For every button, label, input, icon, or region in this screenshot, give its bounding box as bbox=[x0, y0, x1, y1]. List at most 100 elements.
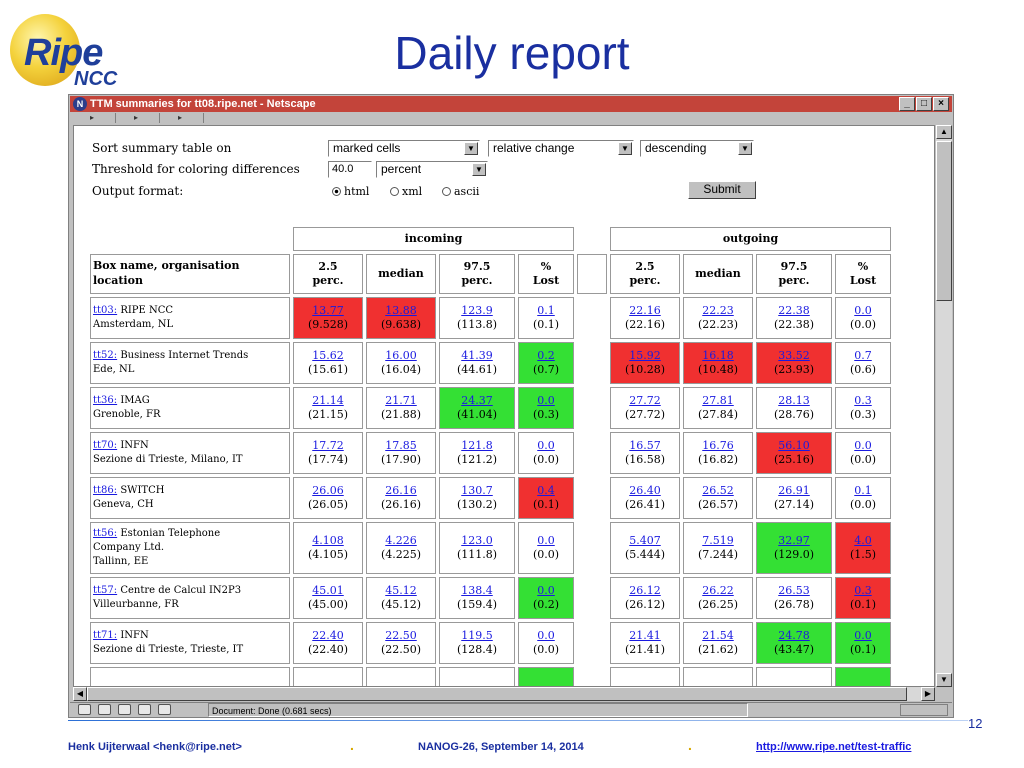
value-link[interactable]: 123.9 bbox=[461, 304, 493, 317]
value-link[interactable]: 16.00 bbox=[385, 349, 417, 362]
value-link[interactable]: 0.0 bbox=[854, 304, 872, 317]
maximize-button[interactable]: □ bbox=[916, 97, 932, 111]
value-link[interactable]: 138.4 bbox=[461, 584, 493, 597]
value-link[interactable]: 26.06 bbox=[312, 484, 344, 497]
value-link[interactable]: 15.62 bbox=[312, 349, 344, 362]
value-link[interactable]: 24.78 bbox=[778, 629, 810, 642]
value-link[interactable]: 17.85 bbox=[385, 439, 417, 452]
value-link[interactable]: 16.76 bbox=[702, 439, 734, 452]
value-link[interactable]: 26.91 bbox=[778, 484, 810, 497]
value-link[interactable]: 4.108 bbox=[312, 534, 344, 547]
threshold-input[interactable]: 40.0 bbox=[328, 161, 372, 178]
box-link[interactable]: tt70: bbox=[93, 440, 118, 451]
composer-icon[interactable] bbox=[138, 704, 151, 715]
sort-mode-select[interactable]: relative change ▼ bbox=[488, 140, 634, 157]
value-link[interactable]: 0.1 bbox=[537, 304, 555, 317]
value-link[interactable]: 22.38 bbox=[778, 304, 810, 317]
value-link[interactable]: 0.0 bbox=[537, 584, 555, 597]
value-link[interactable]: 45.12 bbox=[385, 584, 417, 597]
value-link[interactable]: 0.1 bbox=[854, 484, 872, 497]
value-link[interactable]: 32.97 bbox=[778, 534, 810, 547]
box-link[interactable]: tt36: bbox=[93, 395, 118, 406]
toolbar-grip-1[interactable]: ▸ bbox=[72, 113, 116, 123]
minimize-button[interactable]: _ bbox=[899, 97, 915, 111]
value-link[interactable]: 17.72 bbox=[312, 439, 344, 452]
value-link[interactable]: 21.54 bbox=[702, 629, 734, 642]
box-link[interactable]: tt56: bbox=[93, 528, 118, 539]
footer-link[interactable]: http://www.ripe.net/test-traffic bbox=[756, 741, 912, 753]
scroll-thumb[interactable] bbox=[936, 141, 952, 301]
value-link[interactable]: 16.57 bbox=[629, 439, 661, 452]
horizontal-scrollbar[interactable]: ◀ ▶ bbox=[73, 687, 935, 701]
value-link[interactable]: 0.0 bbox=[854, 629, 872, 642]
value-link[interactable]: 123.0 bbox=[461, 534, 493, 547]
value-link[interactable]: 4.0 bbox=[854, 534, 872, 547]
value-link[interactable]: 0.0 bbox=[537, 629, 555, 642]
vertical-scrollbar[interactable]: ▲ ▼ bbox=[936, 125, 952, 687]
value-link[interactable]: 26.40 bbox=[629, 484, 661, 497]
mail-icon[interactable] bbox=[98, 704, 111, 715]
threshold-unit-select[interactable]: percent ▼ bbox=[376, 161, 488, 178]
scroll-left-arrow-icon[interactable]: ◀ bbox=[73, 687, 87, 701]
value-link[interactable]: 22.40 bbox=[312, 629, 344, 642]
value-link[interactable]: 0.2 bbox=[537, 349, 555, 362]
window-titlebar[interactable]: N TTM summaries for tt08.ripe.net - Nets… bbox=[70, 96, 952, 112]
value-link[interactable]: 13.77 bbox=[312, 304, 344, 317]
value-link[interactable]: 130.7 bbox=[461, 484, 493, 497]
value-link[interactable]: 22.16 bbox=[629, 304, 661, 317]
value-link[interactable]: 0.0 bbox=[537, 534, 555, 547]
toolbar-grip-3[interactable]: ▸ bbox=[160, 113, 204, 123]
value-link[interactable]: 0.3 bbox=[854, 584, 872, 597]
value-link[interactable]: 22.23 bbox=[702, 304, 734, 317]
box-link[interactable]: tt52: bbox=[93, 350, 118, 361]
format-ascii-radio[interactable]: ascii bbox=[442, 185, 479, 199]
value-link[interactable]: 26.22 bbox=[702, 584, 734, 597]
value-link[interactable]: 15.92 bbox=[629, 349, 661, 362]
box-link[interactable]: tt57: bbox=[93, 585, 118, 596]
box-link[interactable]: tt03: bbox=[93, 305, 118, 316]
sort-field-select[interactable]: marked cells ▼ bbox=[328, 140, 480, 157]
value-link[interactable]: 27.81 bbox=[702, 394, 734, 407]
navigator-icon[interactable] bbox=[78, 704, 91, 715]
value-link[interactable]: 119.5 bbox=[461, 629, 493, 642]
format-xml-radio[interactable]: xml bbox=[390, 185, 422, 199]
value-link[interactable]: 27.72 bbox=[629, 394, 661, 407]
value-link[interactable]: 4.226 bbox=[385, 534, 417, 547]
value-link[interactable]: 21.71 bbox=[385, 394, 417, 407]
value-link[interactable]: 26.12 bbox=[629, 584, 661, 597]
value-link[interactable]: 16.18 bbox=[702, 349, 734, 362]
value-link[interactable]: 121.8 bbox=[461, 439, 493, 452]
value-link[interactable]: 0.0 bbox=[854, 439, 872, 452]
bookmark-icon[interactable] bbox=[158, 704, 171, 715]
toolbar-grip-2[interactable]: ▸ bbox=[116, 113, 160, 123]
value-link[interactable]: 0.3 bbox=[854, 394, 872, 407]
value-link[interactable]: 45.01 bbox=[312, 584, 344, 597]
close-button[interactable]: × bbox=[933, 97, 949, 111]
sort-order-select[interactable]: descending ▼ bbox=[640, 140, 754, 157]
value-link[interactable]: 26.16 bbox=[385, 484, 417, 497]
format-html-radio[interactable]: html bbox=[332, 185, 369, 199]
scroll-right-arrow-icon[interactable]: ▶ bbox=[921, 687, 935, 701]
value-link[interactable]: 0.7 bbox=[854, 349, 872, 362]
value-link[interactable]: 21.41 bbox=[629, 629, 661, 642]
value-link[interactable]: 21.14 bbox=[312, 394, 344, 407]
people-icon[interactable] bbox=[118, 704, 131, 715]
value-link[interactable]: 0.4 bbox=[537, 484, 555, 497]
value-link[interactable]: 7.519 bbox=[702, 534, 734, 547]
hscroll-thumb[interactable] bbox=[87, 687, 907, 701]
value-link[interactable]: 13.88 bbox=[385, 304, 417, 317]
scroll-down-arrow-icon[interactable]: ▼ bbox=[936, 673, 952, 687]
value-link[interactable]: 5.407 bbox=[629, 534, 661, 547]
value-link[interactable]: 28.13 bbox=[778, 394, 810, 407]
box-link[interactable]: tt86: bbox=[93, 485, 118, 496]
value-link[interactable]: 22.50 bbox=[385, 629, 417, 642]
box-link[interactable]: tt71: bbox=[93, 630, 118, 641]
scroll-up-arrow-icon[interactable]: ▲ bbox=[936, 125, 952, 139]
value-link[interactable]: 33.52 bbox=[778, 349, 810, 362]
value-link[interactable]: 0.0 bbox=[537, 439, 555, 452]
value-link[interactable]: 24.37 bbox=[461, 394, 493, 407]
submit-button[interactable]: Submit bbox=[688, 181, 756, 199]
value-link[interactable]: 0.0 bbox=[537, 394, 555, 407]
value-link[interactable]: 41.39 bbox=[461, 349, 493, 362]
value-link[interactable]: 26.52 bbox=[702, 484, 734, 497]
